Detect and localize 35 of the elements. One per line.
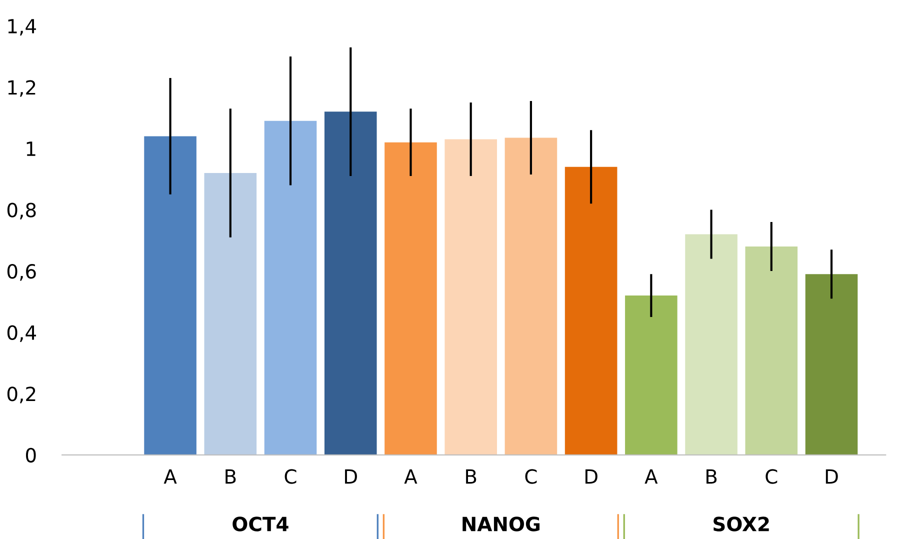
text: OCT4 bbox=[232, 516, 288, 532]
bar bbox=[805, 274, 858, 455]
y-tick-label: 0,6 bbox=[7, 264, 36, 281]
x-tick-label: C bbox=[284, 469, 296, 484]
bar bbox=[564, 166, 618, 455]
y-tick-label: 1 bbox=[26, 142, 36, 156]
bar bbox=[504, 138, 558, 455]
y-tick-label: 0 bbox=[26, 448, 36, 463]
x-tick-label: C bbox=[766, 469, 778, 484]
y-tick-label: 0,2 bbox=[7, 386, 36, 404]
bar bbox=[625, 296, 678, 455]
bar bbox=[384, 142, 437, 455]
x-tick-label: D bbox=[826, 469, 838, 484]
bar bbox=[144, 136, 196, 455]
y-tick-label: 0,8 bbox=[7, 202, 36, 220]
x-tick-label: C bbox=[525, 469, 537, 484]
y-tick-label: 1,4 bbox=[8, 19, 36, 36]
y-tick-label: 1,2 bbox=[8, 80, 36, 97]
x-tick-label: B bbox=[226, 469, 236, 484]
bar bbox=[204, 172, 257, 455]
bar bbox=[324, 112, 377, 455]
x-tick-label: A bbox=[164, 469, 177, 484]
x-tick-label: D bbox=[345, 469, 357, 484]
x-tick-label: A bbox=[644, 469, 658, 484]
bar bbox=[685, 234, 738, 455]
x-tick-label: D bbox=[585, 469, 598, 484]
bar bbox=[745, 246, 798, 455]
x-tick-label: A bbox=[404, 469, 418, 484]
text: NANOG bbox=[462, 516, 540, 532]
y-tick-label: 0,4 bbox=[7, 325, 36, 342]
x-tick-label: B bbox=[706, 469, 717, 484]
text: SOX2 bbox=[714, 516, 769, 532]
x-tick-label: B bbox=[466, 469, 476, 484]
bar bbox=[444, 139, 497, 455]
bar bbox=[264, 120, 317, 455]
